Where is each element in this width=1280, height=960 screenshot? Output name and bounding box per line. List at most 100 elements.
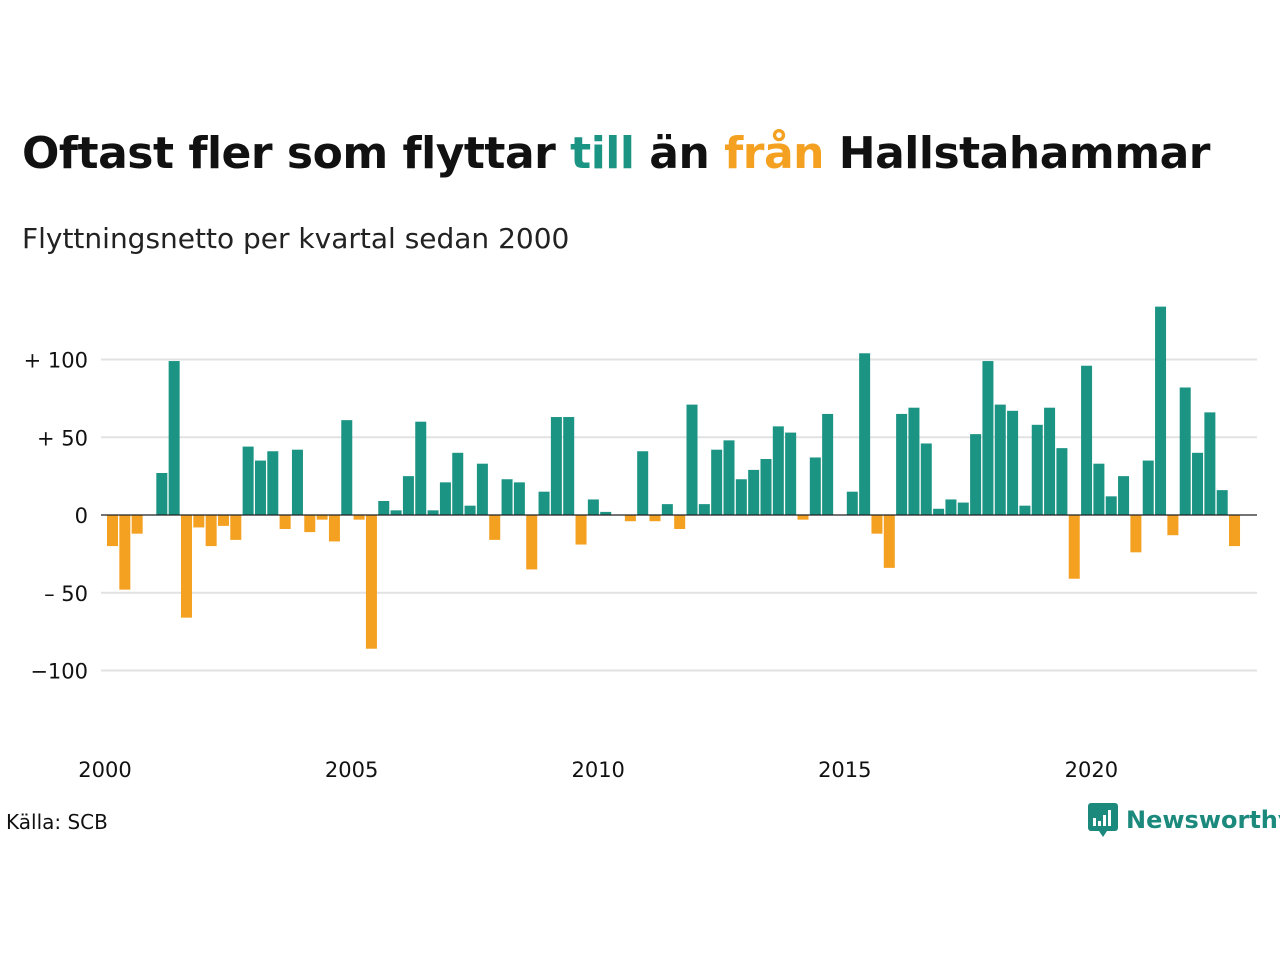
bar [267,451,279,515]
bar [772,426,784,515]
bar [501,479,513,516]
bar [1068,515,1080,579]
bar [785,432,797,515]
bar [1216,490,1228,515]
bar [415,421,427,515]
title-till: till [570,128,635,179]
x-axis-tick-labels: 2000 2005 2010 2015 2020 [78,758,1118,782]
bar [982,361,994,515]
bar [168,361,180,515]
bar [328,515,340,542]
bar [378,501,390,515]
bar [217,515,229,526]
bar [341,420,353,515]
bar [1179,387,1191,515]
bar [933,508,945,515]
bar [489,515,501,540]
bar [550,417,562,515]
bar [1007,410,1019,515]
title-part-2: än [634,128,725,179]
newsworthy-logo: Newsworthy [1088,803,1280,837]
bar [353,515,365,520]
title-part-3: Hallstahammar [823,128,1211,179]
newsworthy-chart-icon [1088,803,1118,837]
bar [180,515,192,618]
bar [427,510,439,515]
y-axis-tick-labels: + 100 + 50 0 – 50 −100 [24,349,88,684]
y-tick-label: – 50 [44,582,88,606]
bar [1142,460,1154,515]
title-fran: från [724,128,824,179]
bar [1118,476,1130,516]
bar [1155,306,1167,515]
bar [538,491,550,515]
bar [957,502,969,515]
bar [1031,424,1043,515]
source-note: Källa: SCB [6,810,108,834]
bar [242,446,254,515]
brand-name: Newsworthy [1126,806,1280,834]
bar [896,413,908,516]
bar [920,443,932,515]
bar [390,510,402,515]
bar [119,515,131,590]
bar [674,515,686,529]
bar [797,515,809,520]
bar [107,515,118,547]
bar [698,504,710,515]
bar [575,515,587,545]
gridlines [101,358,1257,672]
bar [600,511,612,515]
bar [945,499,957,515]
bar [1130,515,1142,553]
bar [1167,515,1179,536]
bar [205,515,217,547]
bar [587,499,599,515]
bar [1019,505,1031,515]
bar [526,515,538,570]
bar [994,404,1006,516]
bar [230,515,242,540]
bar [464,505,476,515]
bar [476,463,488,515]
bar [760,459,772,515]
bar [1229,515,1241,547]
y-tick-label: + 100 [24,349,88,373]
x-tick-label: 2020 [1065,758,1118,782]
bar [809,457,821,515]
bar [279,515,291,529]
bar [1056,448,1068,515]
title-part-1: Oftast fler som flyttar [22,128,571,179]
bar [822,413,834,516]
bar [402,476,414,516]
bar [908,407,920,515]
bar [1204,412,1216,515]
bar [637,451,649,515]
bar [711,449,723,515]
bar [131,515,143,534]
bar [1105,496,1117,515]
chart-subtitle: Flyttningsnetto per kvartal sedan 2000 [22,222,570,255]
x-tick-label: 2000 [78,758,131,782]
bar [193,515,205,528]
bar [649,515,661,522]
bar [439,482,451,516]
bar [513,482,525,516]
chart-title: Oftast fler som flyttar till än från Hal… [22,128,1210,179]
bar [883,515,895,568]
bar [970,434,982,515]
bar [735,479,747,516]
y-tick-label: 0 [75,504,88,528]
bar [156,473,168,515]
bars [107,306,1241,649]
y-tick-label: −100 [30,660,88,684]
bar [1081,365,1093,515]
bar [723,440,735,515]
bar [624,515,636,522]
bar [452,452,464,515]
bar [1044,407,1056,515]
bar-chart: + 100 + 50 0 – 50 −100 2000 2005 2010 2015 2020 [24,306,1257,782]
bar [254,460,266,515]
bar [686,404,698,516]
bar [846,491,858,515]
